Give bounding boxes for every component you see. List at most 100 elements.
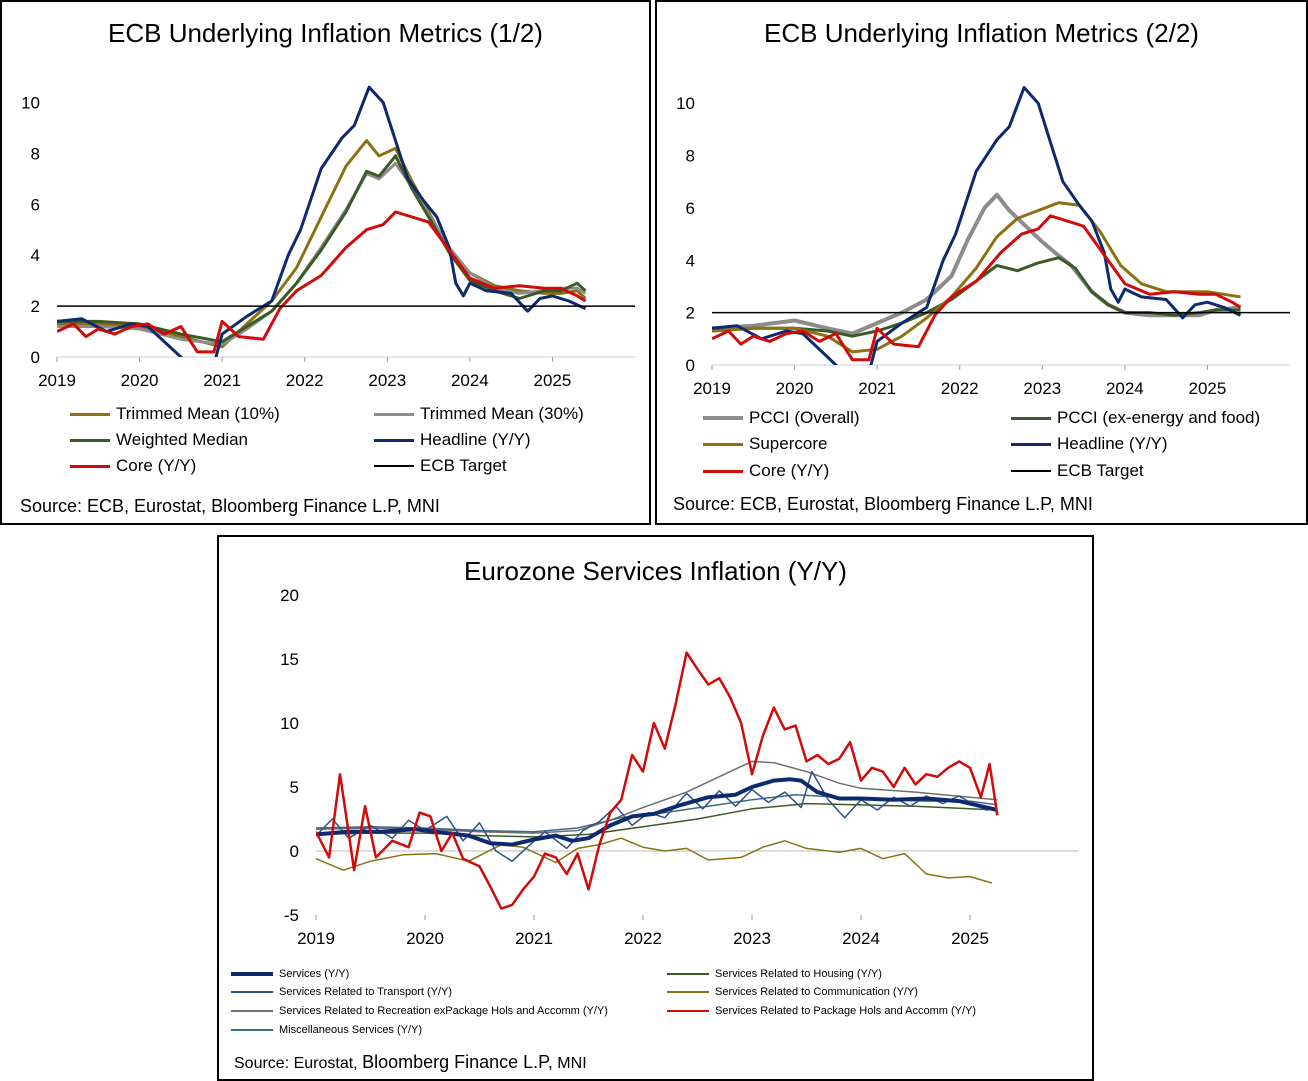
x-tick-label: 2020 [776, 379, 814, 398]
legend-item: Trimmed Mean (10%) [70, 404, 280, 424]
y-tick-label: 10 [21, 93, 40, 112]
x-tick-label: 2025 [951, 929, 989, 948]
series-line [712, 214, 1242, 362]
x-tick-label: 2021 [515, 929, 553, 948]
x-tick-label: 2020 [406, 929, 444, 948]
chart-plot-area: 0 2 4 6 8 10 2019 2020 2021 2022 2023 2024 2025 [676, 86, 1290, 398]
x-tick-label: 2023 [733, 929, 771, 948]
legend-label: Miscellaneous Services (Y/Y) [279, 1024, 423, 1036]
series-line [712, 256, 1241, 338]
chart-plot-area: 0 2 4 6 8 10 2019 2020 2021 2022 2023 2024 2025 [21, 85, 635, 390]
y-tick-label: 4 [686, 251, 695, 270]
legend-item: PCCI (ex-energy and food) [1011, 408, 1260, 428]
y-tick-label: -5 [284, 906, 299, 925]
y-tick-label: 15 [280, 650, 299, 669]
y-tick-label: 6 [686, 199, 695, 218]
y-tick-label: 0 [290, 842, 299, 861]
series-line [712, 192, 1241, 336]
legend-swatch [70, 412, 110, 416]
legend-label: Core (Y/Y) [116, 456, 197, 475]
legend-item: Headline (Y/Y) [374, 430, 531, 450]
x-tick-label: 2021 [858, 379, 896, 398]
x-tick-label: 2023 [368, 371, 406, 390]
legend-swatch [374, 465, 414, 467]
legend-swatch [231, 1029, 273, 1031]
legend-swatch [374, 438, 414, 442]
x-tick-label: 2024 [1106, 379, 1144, 398]
x-tick-label: 2020 [121, 371, 159, 390]
legend-label: ECB Target [1057, 461, 1144, 480]
chart-title: Eurozone Services Inflation (Y/Y) [464, 556, 847, 586]
series-line [57, 210, 587, 354]
y-tick-label: 10 [280, 714, 299, 733]
chart-title: ECB Underlying Inflation Metrics (1/2) [108, 18, 543, 48]
legend-label: Trimmed Mean (30%) [420, 404, 584, 423]
series-line [316, 651, 999, 910]
chart-panel-underlying-2: ECB Underlying Inflation Metrics (2/2) 0… [655, 0, 1308, 525]
y-tick-label: 2 [686, 304, 695, 323]
chart-source: Source: Eurostat, Bloomberg Finance L.P,… [234, 1052, 587, 1073]
series-line [57, 162, 587, 346]
legend-swatch [70, 464, 110, 468]
legend-label: Services (Y/Y) [279, 968, 350, 980]
x-tick-label: 2025 [1189, 379, 1227, 398]
legend-item: Services Related to Package Hols and Acc… [667, 1005, 976, 1017]
y-tick-label: 0 [686, 356, 695, 375]
legend-swatch [1011, 470, 1051, 472]
legend-item: Services Related to Recreation exPackage… [231, 1005, 608, 1017]
legend-swatch [703, 442, 743, 446]
legend-label: Supercore [749, 434, 828, 453]
series-line [316, 837, 993, 884]
legend-label: Headline (Y/Y) [1057, 434, 1168, 453]
legend-label: Headline (Y/Y) [420, 430, 531, 449]
legend-swatch [703, 416, 743, 420]
legend-label: Core (Y/Y) [749, 461, 830, 480]
legend-swatch [703, 469, 743, 473]
legend-item: Headline (Y/Y) [1011, 434, 1168, 454]
legend-label: Weighted Median [116, 430, 248, 449]
y-tick-label: 20 [280, 586, 299, 605]
x-tick-label: 2025 [534, 371, 572, 390]
x-tick-label: 2022 [624, 929, 662, 948]
legend-item: Services Related to Housing (Y/Y) [667, 968, 882, 980]
legend-item: ECB Target [374, 456, 507, 476]
legend-swatch [374, 412, 414, 416]
legend-item: Services (Y/Y) [231, 968, 349, 980]
legend-item: PCCI (Overall) [703, 408, 860, 428]
legend-label: Trimmed Mean (10%) [116, 404, 280, 423]
legend-swatch [1011, 416, 1051, 420]
x-tick-label: 2023 [1023, 379, 1061, 398]
x-tick-label: 2022 [286, 371, 324, 390]
legend-item: ECB Target [1011, 461, 1144, 481]
chart-panel-underlying-1: ECB Underlying Inflation Metrics (1/2) 0… [0, 0, 651, 525]
legend-item: Miscellaneous Services (Y/Y) [231, 1024, 422, 1036]
legend-label: Services Related to Recreation exPackage… [279, 1005, 608, 1017]
legend-label: Services Related to Communication (Y/Y) [715, 986, 918, 998]
y-tick-label: 0 [31, 348, 40, 367]
x-tick-label: 2021 [203, 371, 241, 390]
legend-item: Weighted Median [70, 430, 248, 450]
legend-swatch [667, 1009, 709, 1013]
legend-swatch [1011, 442, 1051, 446]
series-line [316, 760, 998, 834]
chart-source: Source: ECB, Eurostat, Bloomberg Finance… [20, 496, 440, 516]
legend-label: PCCI (ex-energy and food) [1057, 408, 1261, 427]
chart-source-suffix: MNI [552, 1055, 587, 1072]
legend-label: Services Related to Package Hols and Acc… [715, 1005, 977, 1017]
series-line [57, 154, 587, 344]
legend-label: Services Related to Housing (Y/Y) [715, 968, 882, 980]
series-line [712, 86, 1242, 365]
legend-label: ECB Target [420, 456, 507, 475]
series-line [57, 85, 587, 357]
chart-panel-services: Eurozone Services Inflation (Y/Y) -5 0 5 10… [217, 535, 1094, 1081]
y-tick-label: 4 [31, 246, 40, 265]
chart-source-provider: Bloomberg Finance L.P, [362, 1052, 553, 1072]
legend-item: Trimmed Mean (30%) [374, 404, 584, 424]
legend-item: Core (Y/Y) [70, 456, 196, 476]
chart-source-prefix: Source: Eurostat, [234, 1055, 363, 1072]
chart-title: ECB Underlying Inflation Metrics (2/2) [764, 18, 1199, 48]
legend-label: Services Related to Transport (Y/Y) [279, 986, 453, 998]
legend-swatch [667, 973, 709, 975]
legend-item: Services Related to Communication (Y/Y) [667, 986, 918, 998]
legend-swatch [70, 438, 110, 442]
